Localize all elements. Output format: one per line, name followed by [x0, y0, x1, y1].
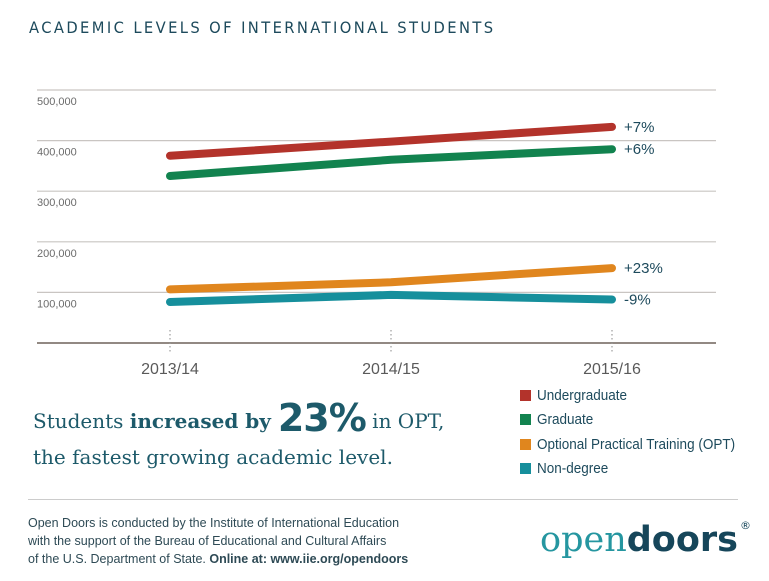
headline-line-1: Students increased by 23% in OPT, [33, 399, 445, 439]
headline: Students increased by 23% in OPT, the fa… [33, 399, 445, 475]
legend-item: Non-degree [520, 457, 757, 482]
footer-line-3-text: of the U.S. Department of State. [28, 552, 210, 566]
x-tick-label: 2014/15 [362, 361, 420, 378]
legend-swatch [520, 438, 531, 450]
headline-big-percent: 23% [277, 396, 367, 440]
end-label: +6% [624, 141, 654, 158]
footer-text: Open Doors is conducted by the Institute… [28, 514, 408, 568]
headline-bold-text: increased by [129, 409, 278, 433]
chart-title: ACADEMIC LEVELS OF INTERNATIONAL STUDENT… [29, 18, 496, 37]
headline-line-2: the fastest growing academic level. [33, 445, 393, 469]
y-tick-label: 200,000 [37, 248, 77, 260]
end-label: +23% [624, 260, 663, 277]
y-tick-label: 500,000 [37, 96, 77, 108]
series-line-undergraduate [166, 122, 616, 160]
x-tick-label: 2013/14 [141, 361, 199, 378]
y-axis-ticks: 100,000 200,000 300,000 400,000 500,000 [37, 96, 77, 310]
legend-label: Graduate [537, 411, 594, 429]
x-tick-label: 2015/16 [583, 361, 641, 378]
legend-swatch [520, 389, 531, 401]
legend-label: Non-degree [537, 460, 609, 478]
legend-label: Undergraduate [537, 386, 628, 404]
logo-doors: doors [626, 520, 738, 560]
footer-website-link[interactable]: Online at: www.iie.org/opendoors [209, 552, 409, 566]
registered-mark: ® [739, 519, 751, 532]
headline-text-end: in OPT, [365, 409, 445, 433]
end-labels: +7% +6% +23% -9% [624, 119, 663, 309]
series-line-graduate [166, 145, 616, 180]
y-tick-label: 400,000 [37, 147, 77, 159]
opendoors-logo: opendoors ® [540, 519, 751, 560]
y-tick-label: 300,000 [37, 197, 77, 209]
legend-item: Graduate [520, 408, 757, 433]
end-label: -9% [624, 291, 651, 308]
logo-open: open [540, 520, 627, 560]
footer-line-3: of the U.S. Department of State. Online … [28, 550, 408, 568]
line-chart: 100,000 200,000 300,000 400,000 500,000 2013… [37, 89, 716, 378]
series-line-non-degree [166, 290, 616, 306]
end-label: +7% [624, 119, 654, 136]
y-tick-label: 100,000 [37, 298, 77, 310]
legend-swatch [520, 414, 531, 426]
x-axis-ticks: 2013/14 2014/15 2015/16 [141, 330, 641, 378]
legend: Undergraduate Graduate Optional Practical … [520, 383, 757, 481]
footer-line-1: Open Doors is conducted by the Institute… [28, 516, 400, 530]
legend-label: Optional Practical Training (OPT) [537, 435, 736, 453]
series-lines [166, 122, 616, 306]
legend-item: Undergraduate [520, 383, 757, 408]
footer-line-2: with the support of the Bureau of Educat… [28, 534, 387, 548]
series-line-optional-practical-training-opt [166, 264, 616, 294]
legend-swatch [520, 463, 531, 475]
divider [28, 499, 738, 500]
legend-item: Optional Practical Training (OPT) [520, 432, 757, 457]
headline-text: Students [33, 409, 130, 433]
